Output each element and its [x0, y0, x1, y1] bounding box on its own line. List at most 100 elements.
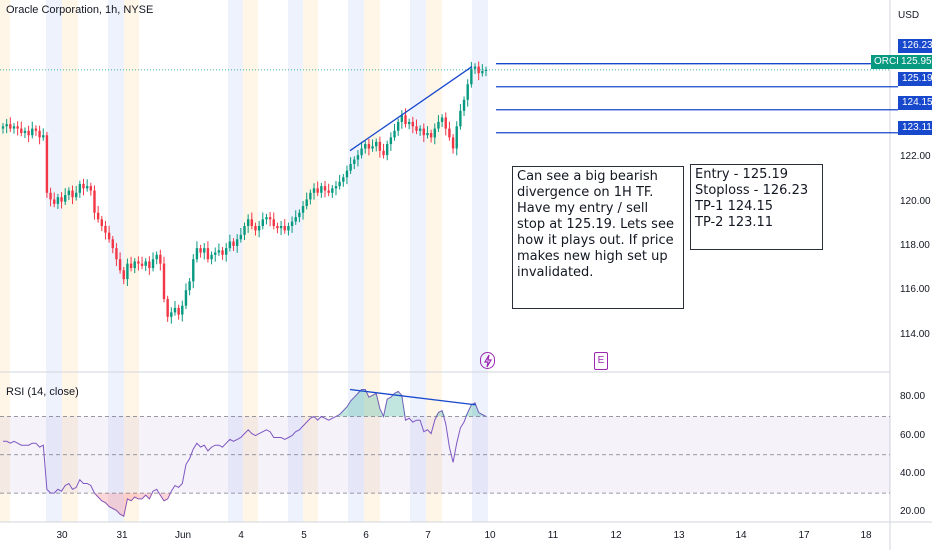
- tp1-price-tag: 124.15: [898, 96, 932, 110]
- time-axis-tick: 12: [610, 530, 622, 541]
- candle-body: [162, 263, 166, 300]
- candle-body: [115, 248, 118, 260]
- candle-body: [192, 259, 195, 282]
- rsi-axis-tick: 20.00: [900, 506, 926, 518]
- candle-body: [484, 69, 488, 71]
- time-axis-tick: 4: [238, 530, 244, 541]
- candle-body: [184, 290, 188, 306]
- candle-body: [82, 183, 85, 189]
- candle-body: [23, 130, 27, 133]
- candle-body: [429, 133, 433, 138]
- price-trend-line: [349, 66, 473, 152]
- candle-body: [34, 128, 38, 131]
- candle-body: [404, 115, 407, 125]
- candle-body: [232, 241, 235, 246]
- candle-body: [287, 226, 290, 231]
- candle-body: [45, 135, 49, 193]
- candle-body: [170, 312, 173, 317]
- candle-body: [217, 250, 221, 253]
- candle-body: [20, 128, 23, 133]
- rsi-trend-line: [349, 388, 477, 406]
- rsi-axis-tick: 60.00: [900, 429, 926, 441]
- candle-body: [250, 219, 254, 226]
- candle-body: [396, 121, 400, 131]
- session-band: [410, 0, 426, 522]
- candle-body: [107, 232, 111, 240]
- candle-body: [294, 217, 297, 222]
- time-axis-tick: 7: [425, 530, 431, 541]
- candle-body: [60, 197, 63, 202]
- dividend-event-icon[interactable]: [480, 352, 495, 369]
- candle-body: [316, 188, 319, 193]
- candle-body: [305, 199, 308, 207]
- candle-body: [235, 239, 239, 246]
- candle-body: [243, 226, 246, 235]
- candle-body: [462, 99, 466, 111]
- rsi-line: [3, 389, 487, 517]
- session-band: [243, 0, 258, 522]
- candle-body: [371, 146, 374, 149]
- candle-body: [334, 186, 338, 189]
- price-axis-tick: 114.00: [900, 328, 930, 340]
- candle-body: [265, 217, 268, 220]
- candle-body: [481, 71, 484, 74]
- candle-body: [85, 186, 89, 189]
- candle-body: [126, 263, 129, 280]
- candle-body: [89, 186, 93, 191]
- time-axis-tick: 13: [673, 530, 685, 541]
- candle-body: [221, 250, 224, 255]
- session-band: [228, 0, 243, 522]
- candle-body: [283, 226, 286, 231]
- session-band: [46, 0, 62, 522]
- candle-body: [309, 192, 312, 200]
- candle-body: [71, 190, 74, 198]
- candle-body: [246, 219, 250, 226]
- time-axis-tick: 6: [363, 530, 369, 541]
- time-axis-tick: 17: [798, 530, 810, 541]
- currency-label[interactable]: USD: [898, 10, 920, 21]
- candle-body: [9, 124, 12, 129]
- candle-body: [451, 137, 455, 149]
- candle-body: [137, 261, 140, 264]
- candle-body: [301, 206, 305, 213]
- candle-body: [27, 130, 30, 136]
- candle-body: [140, 263, 144, 266]
- candle-body: [203, 248, 206, 253]
- candle-body: [367, 144, 371, 149]
- rsi-title[interactable]: RSI (14, close): [6, 386, 79, 398]
- earnings-event-icon[interactable]: E: [594, 352, 608, 370]
- candle-body: [389, 137, 393, 145]
- candle-body: [356, 155, 360, 160]
- candle-body: [254, 226, 257, 231]
- candle-body: [206, 248, 210, 260]
- symbol-tag: ORCL: [871, 55, 905, 69]
- candle-body: [166, 299, 169, 317]
- time-axis-tick: 5: [301, 530, 307, 541]
- rsi-axis-tick: 80.00: [900, 391, 926, 403]
- candle-body: [459, 110, 462, 127]
- candle-body: [320, 186, 323, 193]
- candle-body: [16, 126, 19, 129]
- candle-body: [415, 126, 418, 131]
- candle-body: [327, 190, 330, 193]
- candle-body: [386, 144, 389, 156]
- candle-body: [67, 190, 71, 195]
- trade-levels-note[interactable]: Entry - 125.19 Stoploss - 126.23 TP-1 12…: [690, 164, 823, 250]
- rsi-axis-tick: 40.00: [900, 467, 926, 479]
- price-axis-tick: 122.00: [900, 151, 931, 163]
- candle-body: [148, 261, 151, 269]
- candle-body: [411, 121, 415, 127]
- candle-body: [56, 197, 60, 204]
- candle-body: [1, 126, 5, 129]
- candle-body: [31, 128, 34, 136]
- candle-body: [448, 128, 451, 138]
- analysis-note[interactable]: Can see a big bearish divergence on 1H T…: [512, 166, 684, 309]
- candle-body: [393, 130, 396, 138]
- session-band: [62, 0, 78, 522]
- candle-body: [93, 190, 96, 213]
- candle-body: [400, 115, 404, 122]
- candle-body: [422, 128, 425, 136]
- candle-body: [122, 270, 125, 280]
